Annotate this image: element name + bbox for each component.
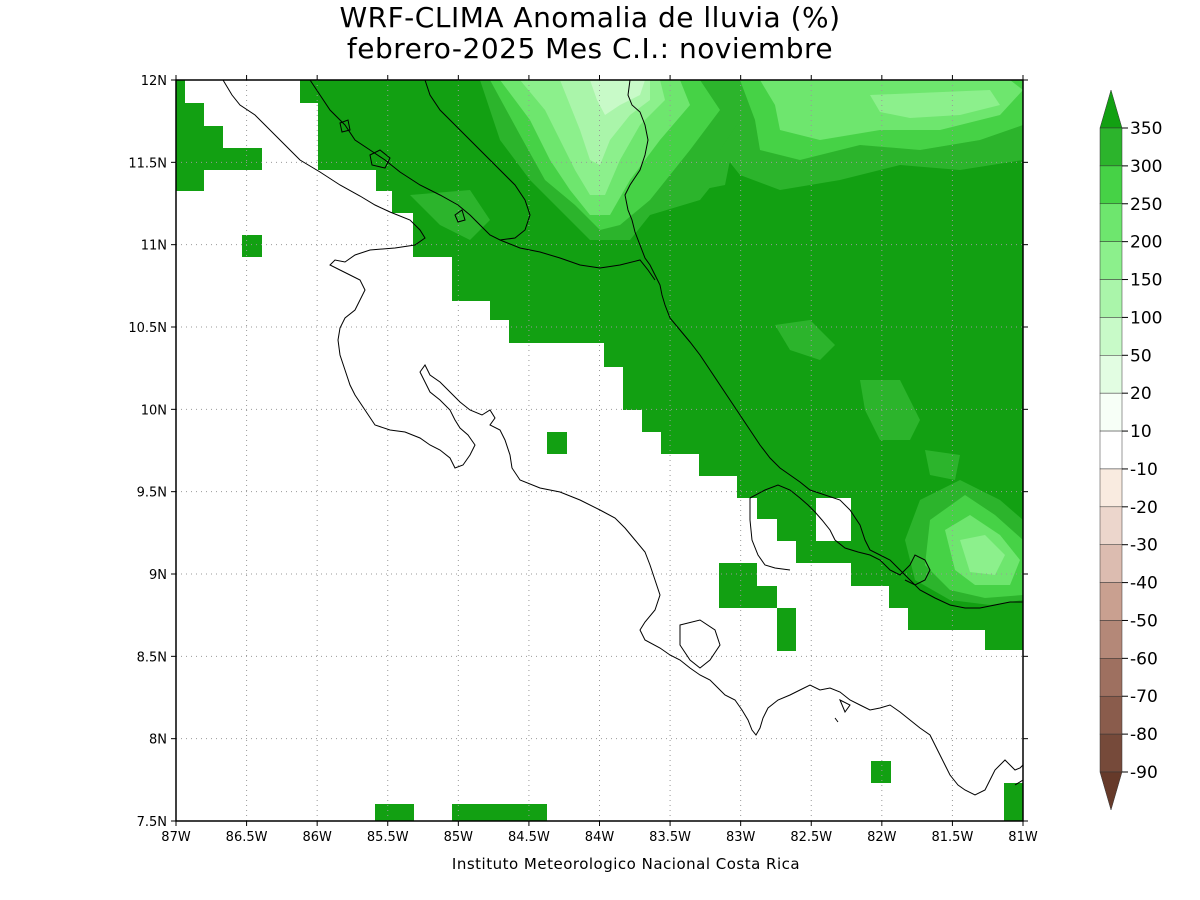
anomaly-block-nw [176,80,262,191]
lat-tick-label: 12N [141,74,167,89]
anomaly-region-ne-100 [870,90,1000,118]
colorbar-label: -60 [1130,649,1158,669]
lon-tick-label: 81.5W [932,830,974,845]
osa-peninsula [749,498,791,571]
panama-border [749,484,931,586]
colorbar-swatch [1099,392,1123,432]
lon-tick-label: 85W [444,830,474,845]
colorbar-swatch [1099,203,1123,242]
colorbar-swatch [1099,506,1123,545]
anomaly-block-se-corner [1004,783,1023,821]
colorbar-label: 150 [1130,271,1162,291]
lake-nicaragua [309,80,531,241]
colorbar-label: -70 [1130,687,1158,707]
lake-detail-1 [369,149,391,169]
anomaly-region-patch-2 [775,320,835,360]
rio-san-juan [499,239,656,281]
colorbar-label: 50 [1130,346,1152,366]
lon-tick-label: 83W [726,830,756,845]
anomaly-block-osa [719,563,777,608]
colorbar-swatch [1099,241,1123,280]
nicoya-detail [679,619,721,669]
lat-tick-labels: 7.5N 8N 8.5N 9N 9.5N 10N 10.5N 11N 11.5N 12N [128,74,167,830]
lake-detail-3 [454,209,466,223]
gridlines [176,80,1023,821]
colorbar-swatch [1099,582,1123,621]
lat-tick-label: 8.5N [137,650,167,665]
lon-tick-label: 82W [867,830,897,845]
colorbar-swatch [1099,468,1123,508]
colorbar-label: 300 [1130,157,1162,177]
lon-tick-label: 85.5W [367,830,409,845]
anomaly-block-small-2 [547,432,567,454]
lat-tick-label: 11.5N [128,156,167,171]
colorbar-label: 200 [1130,233,1162,253]
colorbar-bottom-arrow [1099,771,1123,811]
colorbar-swatch [1099,620,1123,659]
anomaly-region-se-100 [960,535,1005,575]
anomaly-block-bottom-2 [452,804,547,821]
colorbar-label: -50 [1130,611,1158,631]
anomaly-region-20 [590,80,645,115]
title-line-1: WRF-CLIMA Anomalia de lluvia (%) [339,1,841,34]
anomaly-block-bottom-1 [375,804,414,821]
colorbar-label: 350 [1130,119,1162,139]
axis-ticks [171,75,1028,826]
colorbar-swatch [1099,544,1123,583]
title-line-2: febrero-2025 Mes C.I.: noviembre [346,32,834,65]
credit-text: Instituto Meteorologico Nacional Costa R… [452,855,800,873]
colorbar-label: 250 [1130,195,1162,215]
lon-tick-label: 87W [161,830,191,845]
colorbar-swatch [1099,279,1123,318]
anomaly-block-small-4 [871,761,891,783]
anomaly-block-small-3 [777,608,796,651]
panama-pacific-islands [834,698,1023,786]
colorbar-label: -10 [1130,460,1158,480]
lon-tick-label: 84W [585,830,615,845]
colorbar-label: -80 [1130,725,1158,745]
lon-tick-label: 83.5W [649,830,691,845]
lat-tick-label: 8N [149,733,167,748]
colorbar: 350 300 250 200 150 100 50 20 10 -10 -20 -30 -40 -50 -… [1099,89,1162,811]
lat-tick-label: 10N [141,403,167,418]
colorbar-label: -20 [1130,498,1158,518]
lon-tick-labels: 87W 86.5W 86W 85.5W 85W 84.5W 84W 83.5W 83W 82.5W… [161,830,1038,845]
lake-detail-2 [339,119,351,133]
lon-tick-label: 84.5W [508,830,550,845]
caribbean-coastline [624,80,1023,609]
anomaly-region-patch-4 [925,450,960,480]
colorbar-label: 20 [1130,384,1152,404]
lon-tick-label: 86.5W [226,830,268,845]
lat-tick-label: 10.5N [128,321,167,336]
colorbar-swatch [1099,317,1123,356]
colorbar-label: 10 [1130,422,1152,442]
colorbar-top-arrow [1099,89,1123,129]
coastlines [222,80,1023,796]
lat-tick-label: 9.5N [137,486,167,501]
anomaly-block-small-1 [242,235,262,257]
lat-tick-label: 11N [141,239,167,254]
colorbar-swatch [1099,127,1123,167]
colorbar-label: -30 [1130,536,1158,556]
anomaly-region-patch-3 [860,380,920,440]
lon-tick-label: 82.5W [790,830,832,845]
colorbar-swatch [1099,430,1123,470]
colorbar-swatch [1099,355,1123,394]
colorbar-label: 100 [1130,308,1162,328]
lon-tick-label: 86W [302,830,332,845]
anomaly-region-patch-1 [690,150,730,190]
pacific-coastline [222,80,1023,796]
map-title: WRF-CLIMA Anomalia de lluvia (%) febrero… [0,2,1180,64]
lat-tick-label: 7.5N [137,815,167,830]
colorbar-swatch [1099,165,1123,205]
lat-tick-label: 9N [149,568,167,583]
colorbar-swatch [1099,658,1123,697]
colorbar-swatch [1099,733,1123,773]
colorbar-label: -90 [1130,763,1158,783]
colorbar-label: -40 [1130,574,1158,594]
colorbar-swatch [1099,695,1123,735]
lon-tick-label: 81W [1008,830,1038,845]
anomaly-region-patch-5 [410,190,490,240]
